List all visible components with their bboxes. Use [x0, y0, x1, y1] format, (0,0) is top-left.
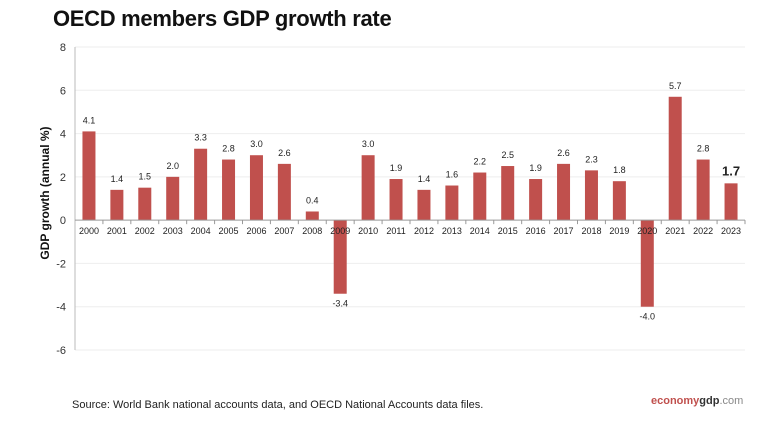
bar — [696, 159, 710, 221]
y-tick-label: -2 — [56, 258, 66, 270]
x-tick-label: 2010 — [358, 226, 378, 236]
data-label: 2.5 — [501, 150, 514, 160]
bar — [333, 220, 347, 294]
x-tick-label: 2001 — [107, 226, 127, 236]
y-tick-label: -4 — [56, 302, 66, 314]
data-label: 1.5 — [139, 172, 152, 182]
data-label: 1.9 — [390, 163, 403, 173]
data-label: 3.0 — [362, 139, 375, 149]
data-label: 1.7 — [722, 163, 740, 178]
data-label: 1.4 — [418, 174, 431, 184]
x-tick-label: 2012 — [414, 226, 434, 236]
data-label: 1.6 — [446, 170, 459, 180]
bar — [473, 172, 487, 221]
bar — [82, 131, 96, 221]
x-tick-label: 2017 — [554, 226, 574, 236]
data-label: 2.8 — [697, 144, 710, 154]
bar — [612, 181, 626, 221]
bar — [668, 96, 682, 221]
data-label: 1.9 — [529, 163, 542, 173]
y-tick-label: 8 — [60, 42, 66, 54]
logo-part: economy — [651, 395, 700, 407]
x-tick-label: 2006 — [246, 226, 266, 236]
data-label: 3.0 — [250, 139, 263, 149]
data-label: 2.0 — [166, 161, 179, 171]
data-label: 2.6 — [278, 148, 291, 158]
x-tick-label: 2014 — [470, 226, 490, 236]
data-label: 4.1 — [83, 115, 96, 125]
bar — [361, 155, 375, 221]
x-tick-label: 2021 — [665, 226, 685, 236]
x-tick-label: 2003 — [163, 226, 183, 236]
y-tick-label: 0 — [60, 215, 66, 227]
data-label: 2.3 — [585, 154, 598, 164]
x-tick-label: 2009 — [330, 226, 350, 236]
data-label: 0.4 — [306, 195, 319, 205]
x-tick-label: 2007 — [274, 226, 294, 236]
data-label: -3.4 — [332, 299, 348, 309]
bar — [249, 155, 263, 221]
data-label: -4.0 — [640, 312, 656, 322]
bar — [277, 163, 291, 221]
bar — [501, 166, 515, 221]
x-tick-label: 2019 — [609, 226, 629, 236]
data-label: 1.4 — [111, 174, 124, 184]
y-tick-label: 6 — [60, 85, 66, 97]
x-tick-label: 2005 — [219, 226, 239, 236]
economygdp-logo: economygdp.com — [651, 395, 743, 407]
x-tick-label: 2016 — [526, 226, 546, 236]
bar — [417, 189, 431, 221]
y-tick-label: 2 — [60, 172, 66, 184]
bar — [724, 183, 738, 221]
bar — [110, 189, 124, 221]
x-tick-label: 2011 — [386, 226, 405, 236]
x-tick-label: 2013 — [442, 226, 462, 236]
bar — [389, 179, 403, 221]
data-label: 2.2 — [474, 157, 487, 167]
bar — [557, 163, 571, 221]
bar — [305, 211, 319, 221]
logo-part: gdp — [699, 395, 720, 407]
data-label: 1.8 — [613, 165, 626, 175]
data-label: 2.6 — [557, 148, 570, 158]
bar — [529, 179, 543, 221]
y-tick-label: -6 — [56, 345, 66, 357]
source-note: Source: World Bank national accounts dat… — [72, 399, 484, 411]
data-label: 5.7 — [669, 81, 682, 91]
y-tick-label: 4 — [60, 129, 66, 141]
bar — [640, 220, 654, 307]
x-tick-label: 2002 — [135, 226, 155, 236]
x-tick-label: 2023 — [721, 226, 741, 236]
data-label: 2.8 — [222, 144, 235, 154]
bar — [222, 159, 236, 221]
x-tick-label: 2018 — [581, 226, 601, 236]
x-tick-label: 2000 — [79, 226, 99, 236]
x-tick-label: 2015 — [498, 226, 518, 236]
bar — [584, 170, 598, 221]
bar — [138, 187, 152, 221]
x-tick-label: 2020 — [637, 226, 657, 236]
bar — [445, 185, 459, 221]
bar — [166, 176, 180, 221]
x-tick-label: 2022 — [693, 226, 713, 236]
logo-part: .com — [719, 395, 744, 407]
chart-title: OECD members GDP growth rate — [53, 6, 392, 31]
x-tick-label: 2004 — [191, 226, 211, 236]
x-tick-label: 2008 — [302, 226, 322, 236]
data-label: 3.3 — [194, 133, 207, 143]
bar — [194, 148, 208, 221]
